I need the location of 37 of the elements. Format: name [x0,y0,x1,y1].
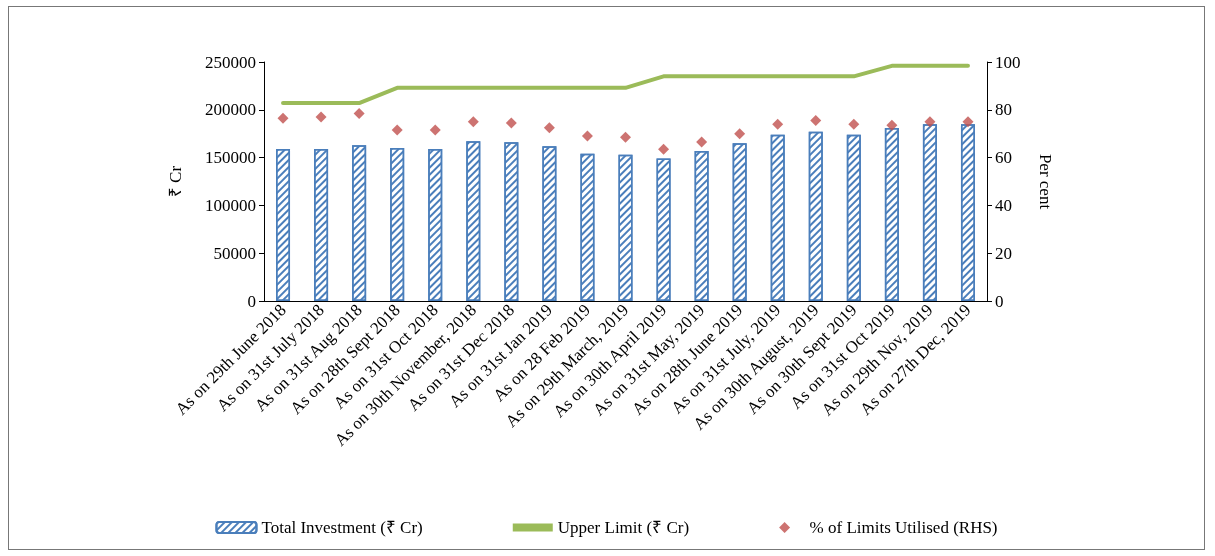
y-tick-label: 100000 [205,195,256,215]
point [620,131,631,143]
point [658,143,670,155]
legend-label: % of Limits Utilised (RHS) [809,518,998,537]
point [734,128,746,140]
y-tick-label: 250000 [205,52,256,72]
y2-tick-label: 20 [995,243,1012,263]
y-tick-label: 200000 [205,100,256,120]
point [543,122,555,134]
y-tick-label: 0 [247,291,256,311]
point [391,124,403,136]
point [353,107,365,119]
point [962,116,974,128]
legend-label: Upper Limit (₹ Cr) [557,518,690,537]
y2-axis-title: Per cent [1036,153,1055,210]
y2-tick-label: 100 [995,52,1021,72]
point [848,118,860,130]
point [696,136,708,148]
point [581,130,593,142]
point [772,118,784,130]
point [505,117,517,129]
y2-tick-label: 40 [995,195,1012,215]
y2-tick-label: 60 [995,148,1012,168]
point [924,116,936,128]
legend-label: Total Investment (₹ Cr) [261,518,423,537]
y2-tick-label: 0 [995,291,1004,311]
point [429,124,441,136]
point [315,111,327,123]
y-axis-title: ₹ Cr [166,165,185,198]
line-series [281,63,970,106]
point [886,119,898,131]
point [810,115,822,127]
y2-tick-label: 80 [995,100,1012,120]
y-tick-label: 150000 [205,148,256,168]
point [467,116,479,128]
y-tick-label: 50000 [213,243,256,263]
point [277,112,289,124]
